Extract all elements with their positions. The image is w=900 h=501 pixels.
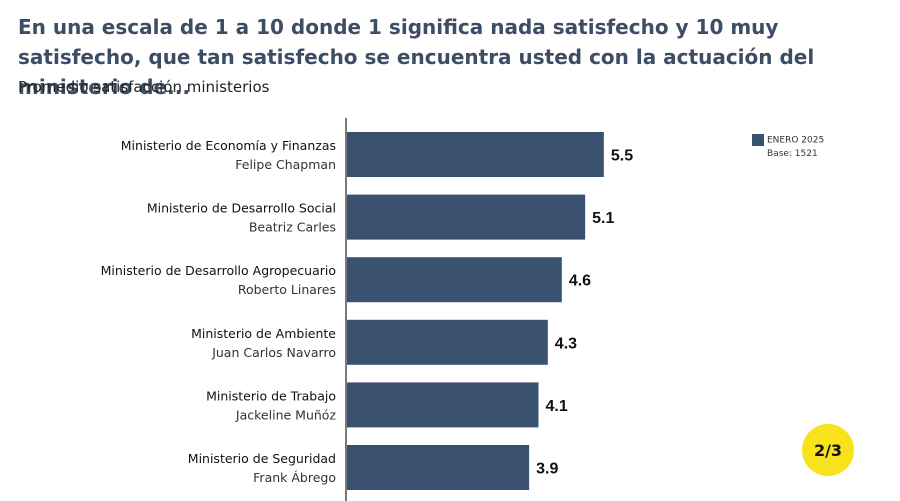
bar [347, 319, 548, 365]
bar [347, 194, 586, 240]
bar [347, 382, 539, 428]
page-indicator-badge: 2/3 [802, 424, 854, 476]
category-minister-label: Felipe Chapman [235, 157, 336, 172]
legend-base-label: Base: 1521 [767, 148, 818, 159]
legend-entry: ENERO 2025 [752, 134, 824, 148]
category-ministry-label: Ministerio de Seguridad [188, 451, 336, 466]
bar [347, 257, 562, 303]
category-ministry-label: Ministerio de Ambiente [191, 326, 336, 341]
category-minister-label: Frank Ábrego [253, 470, 336, 485]
bar-value-label: 5.5 [611, 148, 633, 165]
category-minister-label: Jackeline Muñóz [235, 407, 337, 422]
chart-title: En una escala de 1 a 10 donde 1 signific… [18, 15, 815, 99]
category-minister-label: Juan Carlos Navarro [211, 345, 336, 360]
bar-value-label: 4.3 [555, 335, 577, 352]
category-ministry-label: Ministerio de Economía y Finanzas [121, 138, 336, 153]
legend-series-label: ENERO 2025 [767, 135, 825, 146]
bar-value-label: 5.1 [592, 210, 614, 227]
bar-value-label: 3.9 [536, 461, 558, 478]
category-ministry-label: Ministerio de Desarrollo Agropecuario [101, 263, 336, 278]
bar-value-label: 4.1 [545, 398, 567, 415]
category-minister-label: Roberto Linares [238, 282, 336, 297]
bar [347, 132, 604, 177]
category-ministry-label: Ministerio de Desarrollo Social [147, 201, 336, 216]
legend-swatch [752, 134, 764, 146]
category-minister-label: Beatriz Carles [249, 220, 336, 235]
chart-subtitle: Promedio satisfacción ministerios [18, 78, 270, 96]
legend: ENERO 2025 Base: 1521 [752, 134, 824, 161]
category-ministry-label: Ministerio de Trabajo [206, 388, 336, 403]
bar [347, 445, 530, 490]
bar-value-label: 4.6 [569, 273, 591, 290]
